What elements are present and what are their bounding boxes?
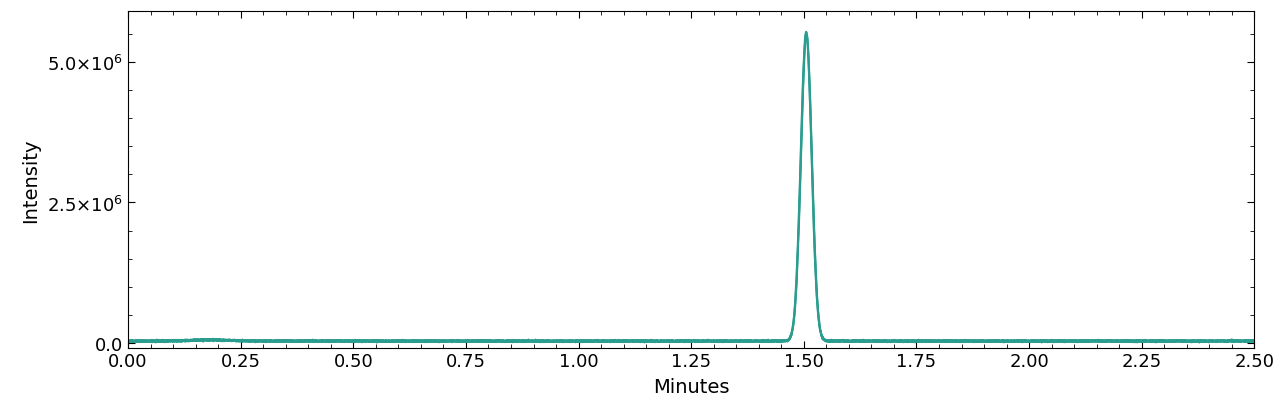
Y-axis label: Intensity: Intensity xyxy=(22,138,40,222)
X-axis label: Minutes: Minutes xyxy=(653,378,730,396)
